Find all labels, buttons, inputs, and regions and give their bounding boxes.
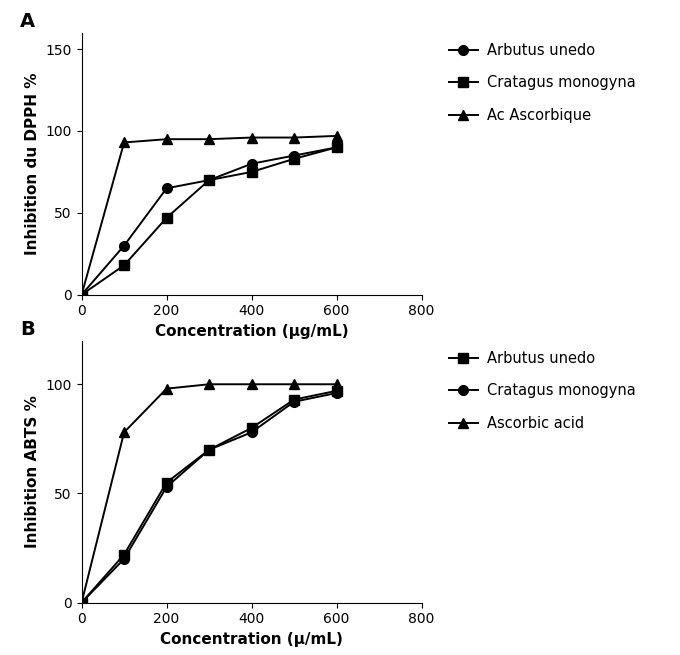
Ac Ascorbique [248, 134, 256, 141]
Arbutus unedo [120, 551, 128, 559]
Arbutus unedo [205, 446, 214, 454]
Ascorbic acid [248, 381, 256, 388]
Cratagus monogyna [290, 398, 299, 405]
Y-axis label: Inhibition du DPPH %: Inhibition du DPPH % [25, 73, 40, 255]
Arbutus unedo [333, 387, 341, 395]
Cratagus monogyna [333, 143, 341, 151]
Text: B: B [20, 320, 35, 339]
Cratagus monogyna [78, 599, 86, 607]
X-axis label: Concentration (μ/mL): Concentration (μ/mL) [160, 632, 343, 647]
Legend: Arbutus unedo, Cratagus monogyna, Ac Ascorbique: Arbutus unedo, Cratagus monogyna, Ac Asc… [446, 40, 639, 126]
Y-axis label: Inhibition ABTS %: Inhibition ABTS % [25, 395, 40, 548]
Cratagus monogyna [290, 155, 299, 162]
Ascorbic acid [333, 381, 341, 388]
Ac Ascorbique [163, 136, 171, 143]
Ascorbic acid [205, 381, 214, 388]
Cratagus monogyna [205, 446, 214, 454]
Ascorbic acid [120, 428, 128, 436]
Arbutus unedo [163, 184, 171, 192]
Arbutus unedo [248, 424, 256, 432]
Legend: Arbutus unedo, Cratagus monogyna, Ascorbic acid: Arbutus unedo, Cratagus monogyna, Ascorb… [446, 348, 639, 434]
Cratagus monogyna [248, 428, 256, 436]
Ascorbic acid [163, 384, 171, 392]
Cratagus monogyna [248, 168, 256, 176]
Arbutus unedo [333, 143, 341, 151]
Line: Cratagus monogyna: Cratagus monogyna [77, 388, 341, 607]
Ac Ascorbique [205, 136, 214, 143]
Text: A: A [20, 12, 35, 31]
Cratagus monogyna [205, 176, 214, 184]
Line: Ac Ascorbique: Ac Ascorbique [77, 131, 341, 299]
Arbutus unedo [205, 176, 214, 184]
Cratagus monogyna [163, 214, 171, 221]
Cratagus monogyna [120, 555, 128, 563]
Ascorbic acid [78, 599, 86, 607]
Arbutus unedo [78, 599, 86, 607]
Line: Ascorbic acid: Ascorbic acid [77, 379, 341, 607]
Ac Ascorbique [290, 134, 299, 141]
Ac Ascorbique [333, 132, 341, 140]
Arbutus unedo [248, 160, 256, 168]
X-axis label: Concentration (μg/mL): Concentration (μg/mL) [155, 324, 348, 339]
Cratagus monogyna [120, 261, 128, 269]
Cratagus monogyna [333, 389, 341, 397]
Line: Arbutus unedo: Arbutus unedo [77, 386, 341, 607]
Arbutus unedo [163, 479, 171, 487]
Cratagus monogyna [78, 291, 86, 299]
Arbutus unedo [78, 291, 86, 299]
Cratagus monogyna [163, 483, 171, 491]
Line: Arbutus unedo: Arbutus unedo [77, 143, 341, 299]
Arbutus unedo [120, 242, 128, 250]
Ac Ascorbique [120, 139, 128, 147]
Line: Cratagus monogyna: Cratagus monogyna [77, 143, 341, 299]
Arbutus unedo [290, 396, 299, 403]
Ac Ascorbique [78, 291, 86, 299]
Ascorbic acid [290, 381, 299, 388]
Arbutus unedo [290, 152, 299, 160]
